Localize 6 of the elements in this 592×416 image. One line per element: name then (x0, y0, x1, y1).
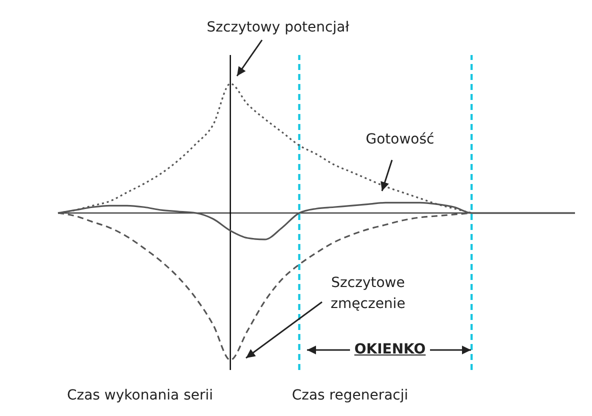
annotation: Szczytowe zmęczenie (330, 274, 406, 314)
text: Czas wykonania serii (66, 386, 214, 406)
annotation: Gotowość (364, 130, 436, 150)
text: Szczytowy potencjał (206, 18, 350, 38)
annotation: OKIENKO (353, 340, 427, 360)
text: Czas regeneracji (290, 386, 410, 406)
